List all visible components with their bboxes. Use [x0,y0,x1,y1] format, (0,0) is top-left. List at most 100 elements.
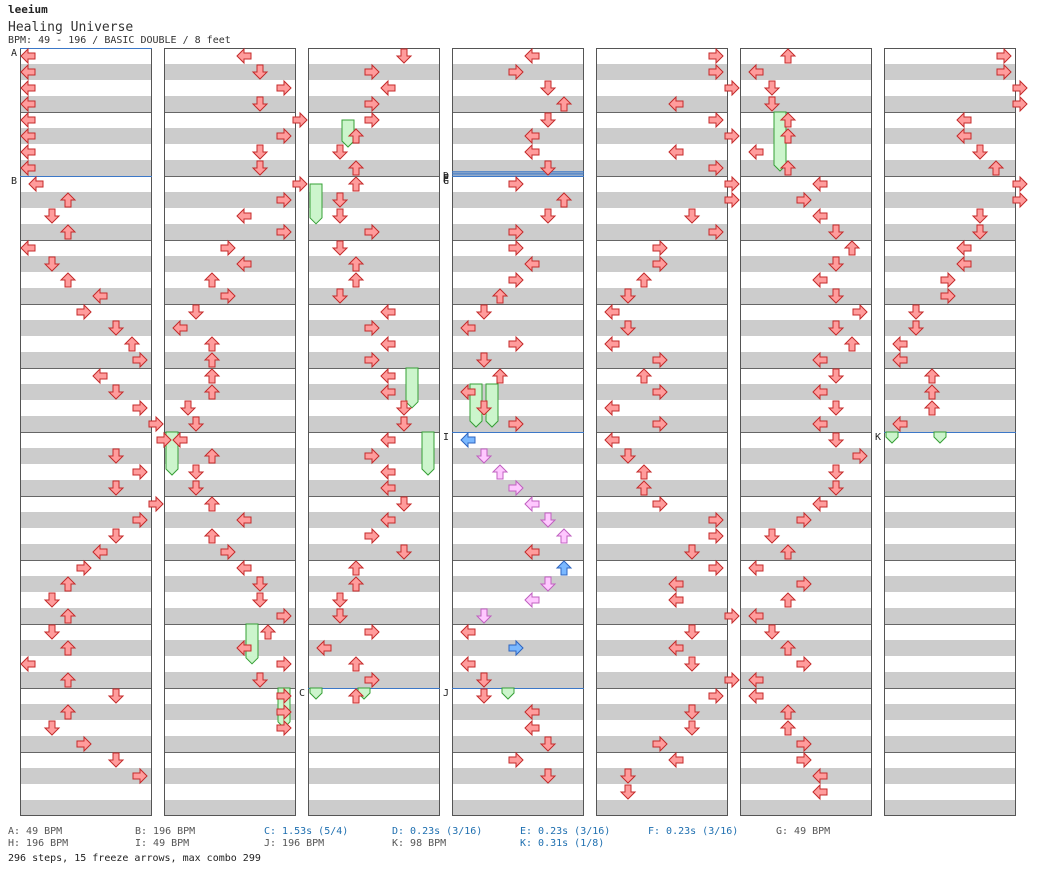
step-arrow-shape [380,383,396,401]
step-arrow [475,672,493,688]
step-arrow [852,447,868,465]
beat-band [740,416,872,432]
step-arrow [708,527,724,545]
step-arrow-shape [251,576,269,592]
beat-band [20,416,152,432]
beat-band [884,352,1016,368]
beat-band [452,768,584,784]
beat-band [596,512,728,528]
step-arrow [652,735,668,753]
beat-band [884,736,1016,752]
step-arrow [460,655,476,673]
beat-band [452,384,584,400]
step-arrow-shape [43,624,61,640]
legend-e: E: 0.23s (3/16) [520,826,611,837]
step-arrow [524,719,540,737]
step-arrow-shape [779,128,797,144]
step-arrow-shape [59,576,77,592]
step-arrow-shape [107,528,125,544]
step-arrow-shape [460,431,476,449]
step-arrow [508,223,524,241]
step-arrow-shape [539,576,557,592]
step-arrow-shape [956,111,972,129]
step-arrow [635,272,653,288]
step-arrow-shape [347,256,365,272]
step-arrow [892,335,908,353]
step-arrow-shape [491,288,509,304]
step-arrow-shape [708,111,724,129]
beat-band [20,800,152,816]
beat-band [884,160,1016,176]
chart-column-border [308,48,440,816]
step-arrow-shape [508,751,524,769]
step-arrow-shape [475,352,493,368]
step-arrow [347,272,365,288]
beat-band [20,320,152,336]
step-arrow [763,528,781,544]
step-arrow-shape [172,319,188,337]
step-arrow [708,63,724,81]
step-arrow [203,528,221,544]
beat-band [740,160,872,176]
beat-band [20,288,152,304]
beat-band [308,160,440,176]
step-arrow [812,271,828,289]
step-arrow-shape [748,143,764,161]
beat-band [740,480,872,496]
step-arrow [923,400,941,416]
step-arrow-shape [763,528,781,544]
step-arrow [827,224,845,240]
step-arrow-shape [460,655,476,673]
step-arrow [555,96,573,112]
step-arrow-shape [668,143,684,161]
step-arrow [708,511,724,529]
step-arrow-shape [20,79,36,97]
step-arrow-shape [604,431,620,449]
step-arrow-shape [892,335,908,353]
beat-band [596,672,728,688]
beat-band [740,768,872,784]
step-arrow-shape [20,127,36,145]
step-arrow [20,143,36,161]
step-arrow [203,272,221,288]
beat-band [308,608,440,624]
step-arrow [276,607,292,625]
step-arrow-shape [236,47,252,65]
step-arrow-shape [259,624,277,640]
beat-band [452,320,584,336]
step-arrow [708,687,724,705]
step-arrow [827,400,845,416]
step-arrow [524,255,540,273]
step-arrow-shape [524,255,540,273]
step-arrow [491,464,509,480]
step-arrow-shape [940,271,956,289]
step-arrow-shape [276,719,292,737]
step-arrow [940,271,956,289]
step-arrow-shape [92,367,108,385]
step-arrow-shape [203,384,221,400]
step-arrow [668,143,684,161]
step-arrow [92,287,108,305]
step-arrow-shape [748,63,764,81]
step-arrow-shape [724,191,740,209]
step-arrow-shape [59,704,77,720]
step-arrow-shape [619,768,637,784]
beat-band [164,224,296,240]
step-arrow-shape [347,128,365,144]
step-arrow [539,768,557,784]
beat-band [596,288,728,304]
step-arrow-shape [347,272,365,288]
step-arrow-shape [539,768,557,784]
step-arrow [708,223,724,241]
step-arrow [779,720,797,736]
beat-band [452,736,584,752]
beat-band [884,576,1016,592]
chart-stats: 296 steps, 15 freeze arrows, max combo 2… [8,853,261,864]
step-arrow-shape [683,704,701,720]
legend-d: D: 0.23s (3/16) [392,826,483,837]
step-arrow-shape [524,47,540,65]
step-arrow-shape [460,319,476,337]
step-arrow [812,767,828,785]
step-arrow-shape [251,160,269,176]
step-arrow [364,351,380,369]
